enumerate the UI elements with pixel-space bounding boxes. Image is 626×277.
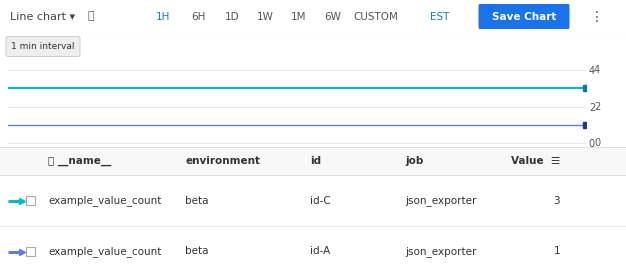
Text: 6H: 6H [191, 12, 205, 22]
Text: beta: beta [185, 196, 208, 206]
Text: environment: environment [185, 156, 260, 166]
Text: id: id [310, 156, 321, 166]
Text: ⧉ __name__: ⧉ __name__ [48, 156, 111, 166]
Text: ⋮: ⋮ [590, 9, 604, 24]
Text: 6W: 6W [324, 12, 341, 22]
Bar [26, 196, 35, 205]
Text: example_value_count: example_value_count [48, 246, 162, 257]
Text: 1H: 1H [156, 12, 170, 22]
Text: id-C: id-C [310, 196, 331, 206]
FancyBboxPatch shape [478, 4, 570, 29]
Text: 3: 3 [553, 196, 560, 206]
Text: 4: 4 [594, 65, 600, 75]
Text: EST: EST [430, 12, 449, 22]
Text: 2: 2 [594, 102, 600, 112]
Text: beta: beta [185, 247, 208, 257]
Text: ⌕: ⌕ [88, 12, 95, 22]
Text: Line chart ▾: Line chart ▾ [10, 12, 75, 22]
Bar [0, 147, 626, 175]
Text: job: job [405, 156, 423, 166]
Text: example_value_count: example_value_count [48, 195, 162, 206]
Text: Value  ☰: Value ☰ [511, 156, 560, 166]
Text: 1 min interval: 1 min interval [11, 42, 74, 51]
Text: Save Chart: Save Chart [492, 12, 556, 22]
Text: CUSTOM: CUSTOM [354, 12, 398, 22]
Text: json_exporter: json_exporter [405, 195, 476, 206]
Text: 1W: 1W [257, 12, 274, 22]
FancyBboxPatch shape [6, 37, 80, 57]
Text: 0: 0 [594, 138, 600, 148]
Text: 1: 1 [553, 247, 560, 257]
Text: json_exporter: json_exporter [405, 246, 476, 257]
Text: id-A: id-A [310, 247, 331, 257]
Bar [26, 247, 35, 256]
Text: 1D: 1D [225, 12, 239, 22]
Text: 1M: 1M [291, 12, 307, 22]
